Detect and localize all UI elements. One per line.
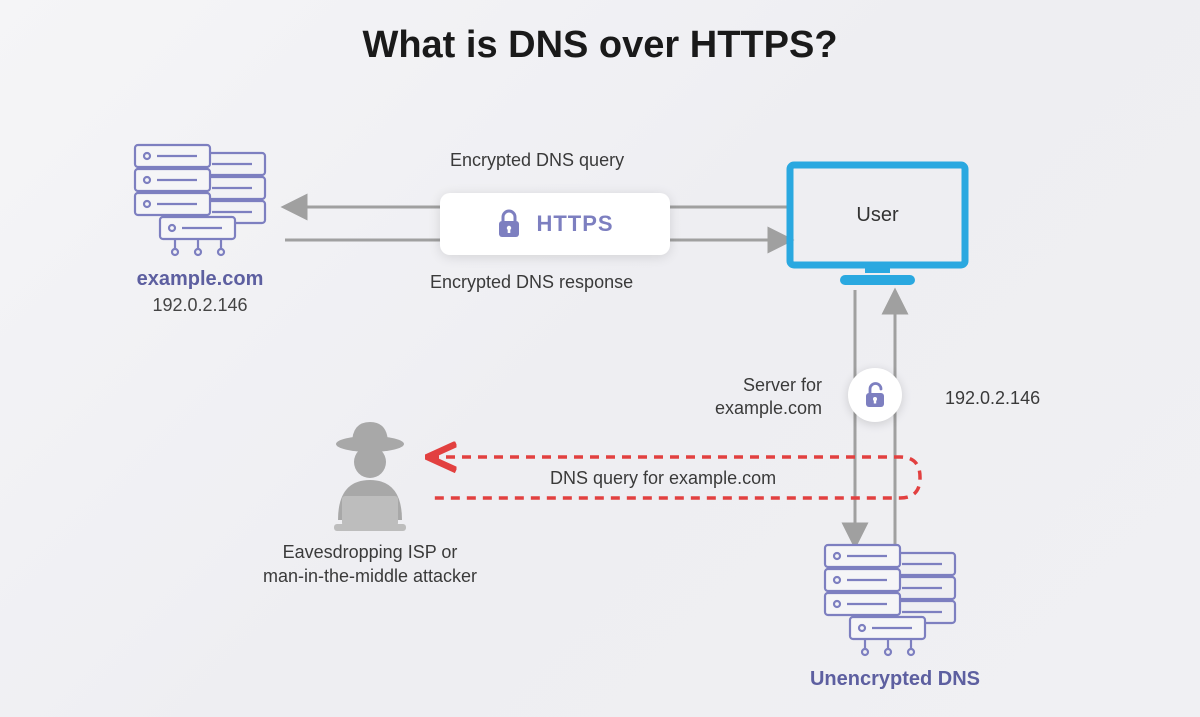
label-enc-response: Encrypted DNS response xyxy=(430,272,633,293)
unlock-badge xyxy=(848,368,902,422)
unlock-icon xyxy=(863,381,887,409)
https-badge: HTTPS xyxy=(440,193,670,255)
dns-server-label-wrap: Unencrypted DNS xyxy=(790,668,1000,691)
server-left-label-wrap: example.com 192.0.2.146 xyxy=(100,268,300,316)
server-left-icon xyxy=(135,145,265,255)
user-label: User xyxy=(790,195,965,235)
label-server-for-l2: example.com xyxy=(715,397,822,420)
label-server-for-l1: Server for xyxy=(715,374,822,397)
attacker-label: Eavesdropping ISP or man-in-the-middle a… xyxy=(210,540,530,589)
dns-server-label: Unencrypted DNS xyxy=(790,668,1000,691)
attacker-icon xyxy=(334,422,406,531)
diagram-svg xyxy=(0,0,1200,717)
dns-server-icon xyxy=(825,545,955,655)
label-server-for: Server for example.com xyxy=(715,374,822,419)
attacker-label-l2: man-in-the-middle attacker xyxy=(210,564,530,588)
label-dns-query: DNS query for example.com xyxy=(550,468,776,489)
https-text: HTTPS xyxy=(536,211,613,237)
label-enc-query: Encrypted DNS query xyxy=(450,150,624,171)
server-left-ip: 192.0.2.146 xyxy=(100,295,300,316)
label-ip-right: 192.0.2.146 xyxy=(945,388,1040,409)
server-left-label: example.com xyxy=(100,268,300,291)
attacker-label-l1: Eavesdropping ISP or xyxy=(210,540,530,564)
lock-icon xyxy=(496,209,522,239)
